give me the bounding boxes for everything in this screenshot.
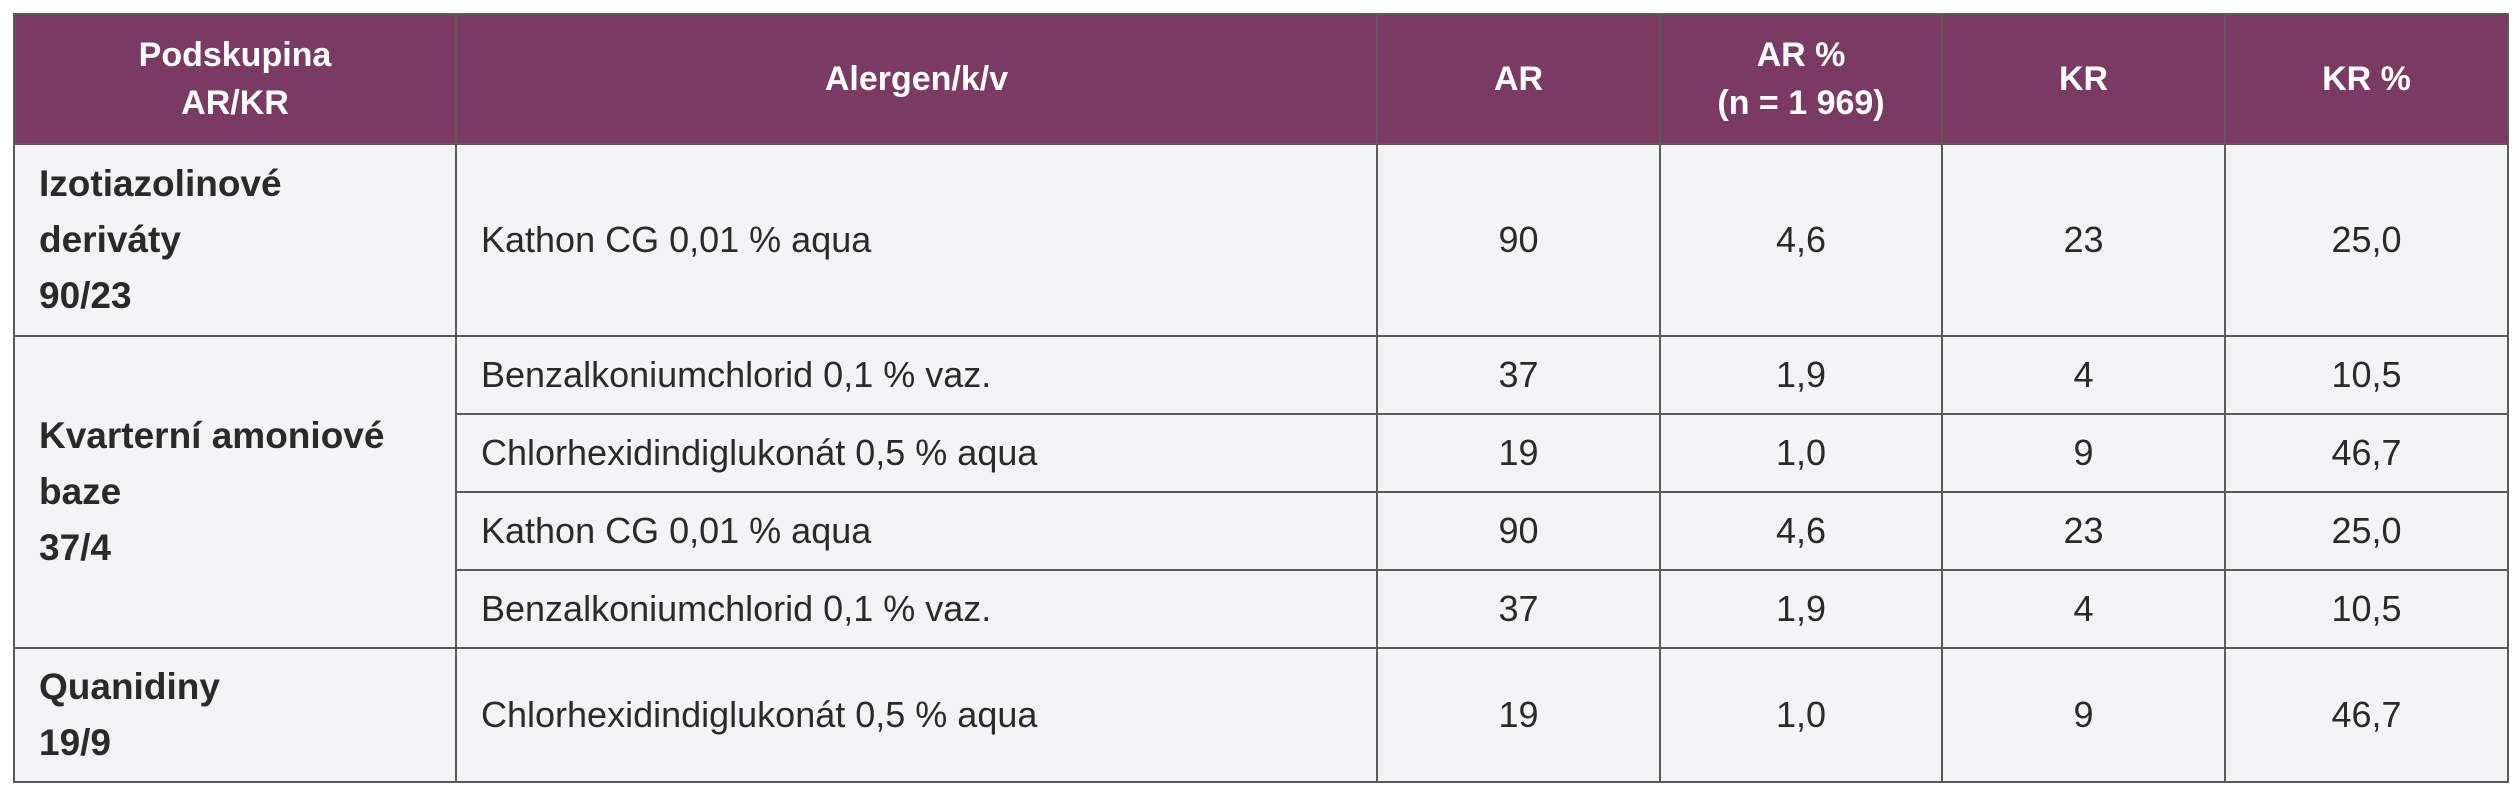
table-row: Benzalkoniumchlorid 0,1 % vaz. 37 1,9 4 10,5 (14, 569, 2509, 649)
text-line: 19/9 (39, 722, 112, 763)
value-cell: 9 (1941, 647, 2226, 783)
value-cell: 90 (1376, 143, 1661, 337)
allergen-cell: Chlorhexidindiglukonát 0,5 % aqua (455, 413, 1378, 493)
text-line: (n = 1 969) (1717, 84, 1885, 122)
allergen-cell: Benzalkoniumchlorid 0,1 % vaz. (455, 569, 1378, 649)
text-line: KR (2058, 60, 2109, 98)
group-cell: Quanidiny 19/9 (13, 647, 457, 783)
text-line: Podskupina (138, 36, 332, 74)
value-cell: 19 (1376, 413, 1661, 493)
text-line: KR % (2322, 60, 2411, 98)
value-cell: 23 (1941, 491, 2226, 571)
value-cell: 10,5 (2224, 569, 2509, 649)
value-cell: 4,6 (1659, 143, 1943, 337)
allergen-cell: Chlorhexidindiglukonát 0,5 % aqua (455, 647, 1378, 783)
text-line: Quanidiny (39, 666, 220, 707)
table-row: Kvarterní amoniové baze 37/4 Benzalkoniumch… (13, 335, 2509, 649)
header-cell: KR % (2224, 13, 2509, 145)
value-cell: 46,7 (2224, 413, 2509, 493)
allergen-cell: Kathon CG 0,01 % aqua (455, 491, 1378, 571)
data-table: Podskupina AR/KR Alergen/k/v AR AR % (n = 1 9… (13, 13, 2509, 783)
header-cell: Alergen/k/v (455, 13, 1378, 145)
value-cell: 1,0 (1659, 413, 1943, 493)
value-cell: 90 (1376, 491, 1661, 571)
value-cell: 4,6 (1659, 491, 1943, 571)
text-line: AR % (1756, 36, 1846, 74)
header-cell: KR (1941, 13, 2226, 145)
allergen-cell: Kathon CG 0,01 % aqua (455, 143, 1378, 337)
text-line: AR (1493, 60, 1544, 98)
value-cell: 1,0 (1659, 647, 1943, 783)
value-cell: 25,0 (2224, 143, 2509, 337)
header-cell: AR (1376, 13, 1661, 145)
text-line: 37/4 (39, 527, 112, 568)
group-cell: Izotiazolinové deriváty 90/23 (13, 143, 457, 337)
header-row: Podskupina AR/KR Alergen/k/v AR AR % (n = 1 9… (13, 13, 2509, 145)
value-cell: 23 (1941, 143, 2226, 337)
table-row: Chlorhexidindiglukonát 0,5 % aqua 19 1,0 9 4… (14, 413, 2509, 493)
value-cell: 1,9 (1659, 569, 1943, 649)
value-cell: 4 (1941, 569, 2226, 649)
text-line: deriváty (39, 219, 181, 260)
text-line: baze (39, 471, 122, 512)
value-cell: 9 (1941, 413, 2226, 493)
value-cell: 46,7 (2224, 647, 2509, 783)
group-cell: Kvarterní amoniové baze 37/4 (13, 335, 457, 649)
table-row: Quanidiny 19/9 Chlorhexidindiglukonát 0,5 … (13, 647, 2509, 783)
text-line: Kvarterní amoniové (39, 415, 385, 456)
header-cell: AR % (n = 1 969) (1659, 13, 1943, 145)
text-line: Alergen/k/v (824, 60, 1009, 98)
value-cell: 25,0 (2224, 491, 2509, 571)
allergen-cell: Benzalkoniumchlorid 0,1 % vaz. (455, 335, 1378, 415)
table-row: Izotiazolinové deriváty 90/23 Kathon CG 0,0… (13, 143, 2509, 337)
table-row: Kathon CG 0,01 % aqua 90 4,6 23 25,0 (14, 491, 2509, 571)
header-cell: Podskupina AR/KR (13, 13, 457, 145)
text-line: Izotiazolinové (39, 163, 282, 204)
value-cell: 4 (1941, 335, 2226, 415)
value-cell: 1,9 (1659, 335, 1943, 415)
value-cell: 37 (1376, 335, 1661, 415)
value-cell: 19 (1376, 647, 1661, 783)
value-cell: 10,5 (2224, 335, 2509, 415)
text-line: AR/KR (181, 84, 289, 122)
text-line: 90/23 (39, 275, 132, 316)
value-cell: 37 (1376, 569, 1661, 649)
